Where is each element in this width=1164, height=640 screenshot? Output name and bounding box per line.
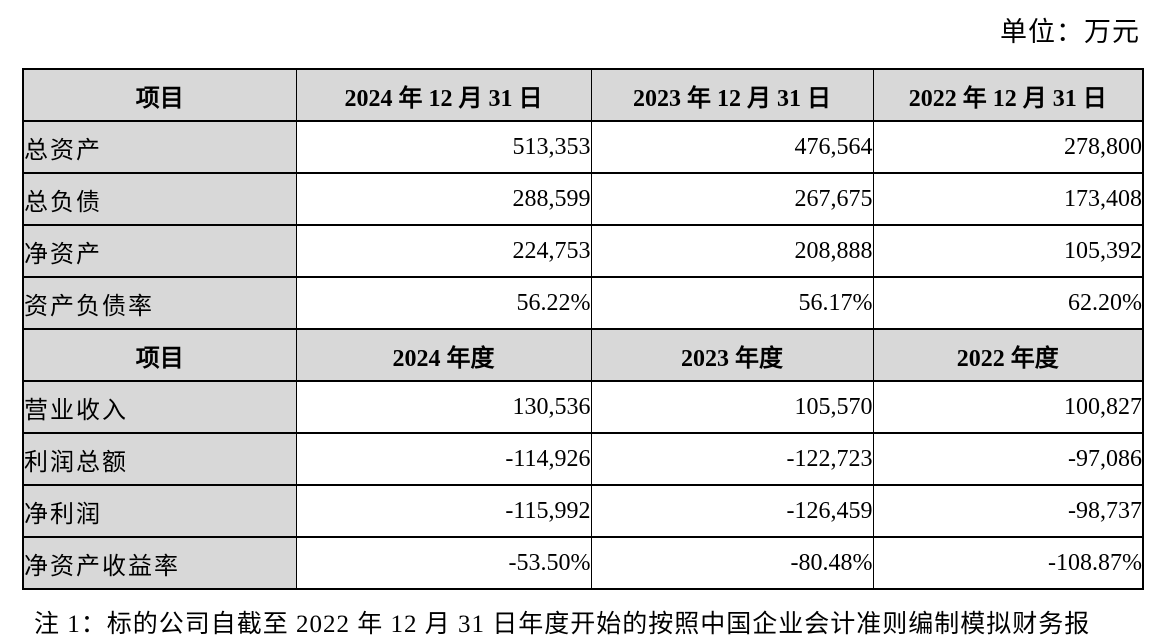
table-row-debt-ratio: 资产负债率 56.22% 56.17% 62.20% <box>22 276 1144 330</box>
unit-label: 单位：万元 <box>1000 17 1140 47</box>
cell-value: -126,459 <box>590 484 874 538</box>
table-row-total-profit: 利润总额 -114,926 -122,723 -97,086 <box>22 432 1144 486</box>
column-header-fy2024: 2024 年度 <box>295 328 592 382</box>
cell-value: -80.48% <box>590 536 874 590</box>
cell-value: 130,536 <box>295 380 592 434</box>
row-label: 利润总额 <box>22 432 297 486</box>
balance-header-row: 项目 2024 年 12 月 31 日 2023 年 12 月 31 日 202… <box>22 68 1144 122</box>
row-label: 净利润 <box>22 484 297 538</box>
table-row-total-liabilities: 总负债 288,599 267,675 173,408 <box>22 172 1144 226</box>
cell-value: -115,992 <box>295 484 592 538</box>
cell-value: -122,723 <box>590 432 874 486</box>
cell-value: 288,599 <box>295 172 592 226</box>
cell-value: -108.87% <box>872 536 1144 590</box>
column-header-2022-12-31: 2022 年 12 月 31 日 <box>872 68 1144 122</box>
row-label: 营业收入 <box>22 380 297 434</box>
column-header-fy2023: 2023 年度 <box>590 328 874 382</box>
cell-value: 56.22% <box>295 276 592 330</box>
footnote-partial: 注 1：标的公司自截至 2022 年 12 月 31 日年度开始的按照中国企业会… <box>34 611 1091 638</box>
table-row-net-assets: 净资产 224,753 208,888 105,392 <box>22 224 1144 278</box>
cell-value: -98,737 <box>872 484 1144 538</box>
column-header-item: 项目 <box>22 68 297 122</box>
cell-value: 513,353 <box>295 120 592 174</box>
row-label: 净资产收益率 <box>22 536 297 590</box>
cell-value: -97,086 <box>872 432 1144 486</box>
cell-value: -53.50% <box>295 536 592 590</box>
cell-value: 224,753 <box>295 224 592 278</box>
table-row-total-assets: 总资产 513,353 476,564 278,800 <box>22 120 1144 174</box>
table-row-net-profit: 净利润 -115,992 -126,459 -98,737 <box>22 484 1144 538</box>
cell-value: 173,408 <box>872 172 1144 226</box>
cell-value: 208,888 <box>590 224 874 278</box>
row-label: 资产负债率 <box>22 276 297 330</box>
column-header-2024-12-31: 2024 年 12 月 31 日 <box>295 68 592 122</box>
column-header-2023-12-31: 2023 年 12 月 31 日 <box>590 68 874 122</box>
cell-value: 105,392 <box>872 224 1144 278</box>
row-label: 总负债 <box>22 172 297 226</box>
cell-value: 267,675 <box>590 172 874 226</box>
cell-value: 56.17% <box>590 276 874 330</box>
cell-value: -114,926 <box>295 432 592 486</box>
column-header-fy2022: 2022 年度 <box>872 328 1144 382</box>
income-header-row: 项目 2024 年度 2023 年度 2022 年度 <box>22 328 1144 382</box>
column-header-item: 项目 <box>22 328 297 382</box>
cell-value: 278,800 <box>872 120 1144 174</box>
cell-value: 100,827 <box>872 380 1144 434</box>
row-label: 净资产 <box>22 224 297 278</box>
cell-value: 476,564 <box>590 120 874 174</box>
table-row-roe: 净资产收益率 -53.50% -80.48% -108.87% <box>22 536 1144 590</box>
cell-value: 105,570 <box>590 380 874 434</box>
table-row-revenue: 营业收入 130,536 105,570 100,827 <box>22 380 1144 434</box>
row-label: 总资产 <box>22 120 297 174</box>
cell-value: 62.20% <box>872 276 1144 330</box>
financial-summary-table: 项目 2024 年 12 月 31 日 2023 年 12 月 31 日 202… <box>22 68 1144 590</box>
